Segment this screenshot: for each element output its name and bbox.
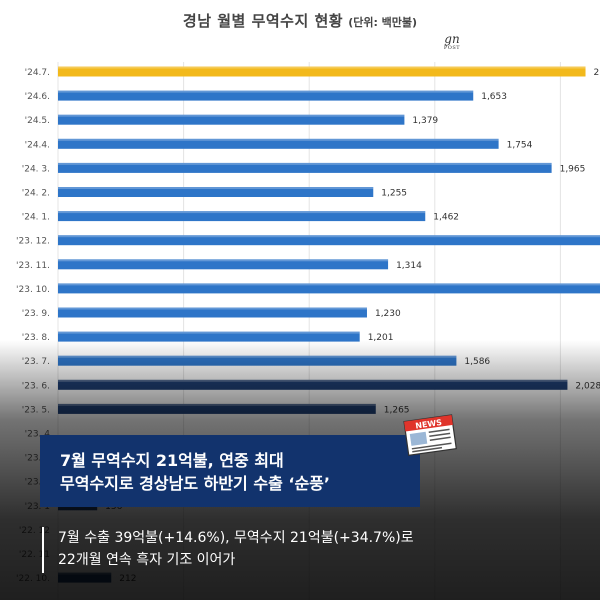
subtitle-line-2: 22개월 연속 흑자 기조 이어가: [58, 552, 236, 568]
data-label: 1,754: [507, 140, 533, 150]
bar-shine: [58, 211, 426, 214]
bar-shine: [58, 259, 389, 262]
bar-shine: [58, 283, 600, 286]
data-label: 1,230: [375, 309, 401, 319]
bar-shine: [58, 403, 376, 406]
bar: [58, 259, 389, 270]
tick-label: '23. 7.: [22, 357, 50, 367]
tick-label: '22. 12: [19, 526, 50, 536]
newspaper-icon: NEWS: [403, 414, 457, 456]
bar: [58, 235, 600, 246]
data-label: 1,255: [381, 189, 407, 199]
brand-logo: gn POST: [440, 30, 464, 51]
bar: [58, 138, 499, 149]
data-label: 212: [119, 574, 136, 584]
bar-shine: [58, 90, 474, 93]
bar-shine: [58, 331, 360, 334]
data-label: 1,965: [560, 164, 586, 174]
chart-title: 경남 월별 무역수지 현황: [182, 12, 344, 30]
bar-shine: [58, 114, 405, 117]
data-label: 1,462: [433, 213, 459, 223]
headline-box: 7월 무역수지 21억불, 연중 최대 무역수지로 경상남도 하반기 수출 ‘순…: [40, 435, 420, 507]
subtitle-accent-bar: [42, 527, 44, 573]
tick-label: '22. 11: [19, 550, 50, 560]
tick-label: '24.7.: [25, 68, 50, 78]
chart-title-block: 경남 월별 무역수지 현황 (단위: 백만불): [0, 10, 600, 31]
bar: [58, 331, 360, 342]
data-label: 1,314: [396, 261, 422, 271]
bar: [58, 187, 374, 197]
brand-mark: gn: [444, 32, 460, 46]
bar: [58, 307, 367, 318]
tick-label: '24. 1.: [22, 213, 50, 223]
tick-label: '23. 5.: [22, 405, 50, 415]
bar-shine: [58, 138, 499, 141]
subtitle-line-1: 7월 수출 39억불(+14.6%), 무역수지 21억불(+34.7%)로: [58, 530, 414, 546]
tick-label: '23. 8.: [22, 333, 50, 343]
bar-shine: [58, 379, 568, 382]
data-label: 2: [594, 68, 600, 78]
tick-label: '24.5.: [25, 116, 50, 126]
tick-label: '24. 2.: [22, 189, 50, 199]
bar-shine: [58, 66, 586, 69]
bar: [58, 162, 552, 173]
chart-unit: (단위: 백만불): [348, 16, 418, 29]
subtitle-block: 7월 수출 39억불(+14.6%), 무역수지 21억불(+34.7%)로 2…: [58, 527, 558, 571]
bar-shine: [58, 307, 367, 310]
bar-shine: [58, 187, 374, 189]
bar: [58, 283, 600, 294]
data-label: 1,653: [481, 92, 507, 102]
headline-line-2: 무역수지로 경상남도 하반기 수출 ‘순풍’: [60, 474, 330, 493]
data-label: 1,201: [368, 333, 394, 343]
tick-label: '24.4.: [25, 140, 50, 150]
tick-label: '23. 6.: [22, 381, 50, 391]
bar-shine: [58, 162, 552, 165]
tick-label: '23. 9.: [22, 309, 50, 319]
tick-label: '24. 3.: [22, 164, 50, 174]
data-label: 1,586: [464, 357, 490, 367]
bar: [58, 211, 426, 222]
tick-label: '22. 10.: [16, 574, 50, 584]
bar-shine: [58, 572, 112, 575]
tick-label: '23. 10.: [16, 285, 50, 295]
bar: [58, 114, 405, 125]
tick-label: '23. 12.: [16, 237, 50, 247]
bar-shine: [58, 235, 600, 238]
bar: [58, 90, 474, 101]
bar-shine: [58, 355, 457, 358]
data-label: 1,379: [412, 116, 438, 126]
headline-line-1: 7월 무역수지 21억불, 연중 최대: [60, 451, 284, 470]
data-label: 2,028: [575, 381, 600, 391]
brand-caption: POST: [443, 45, 461, 51]
tick-label: '23. 11.: [16, 261, 50, 271]
bar: [58, 66, 586, 77]
tick-label: '24.6.: [25, 92, 50, 102]
news-badge-text: NEWS: [415, 418, 443, 431]
